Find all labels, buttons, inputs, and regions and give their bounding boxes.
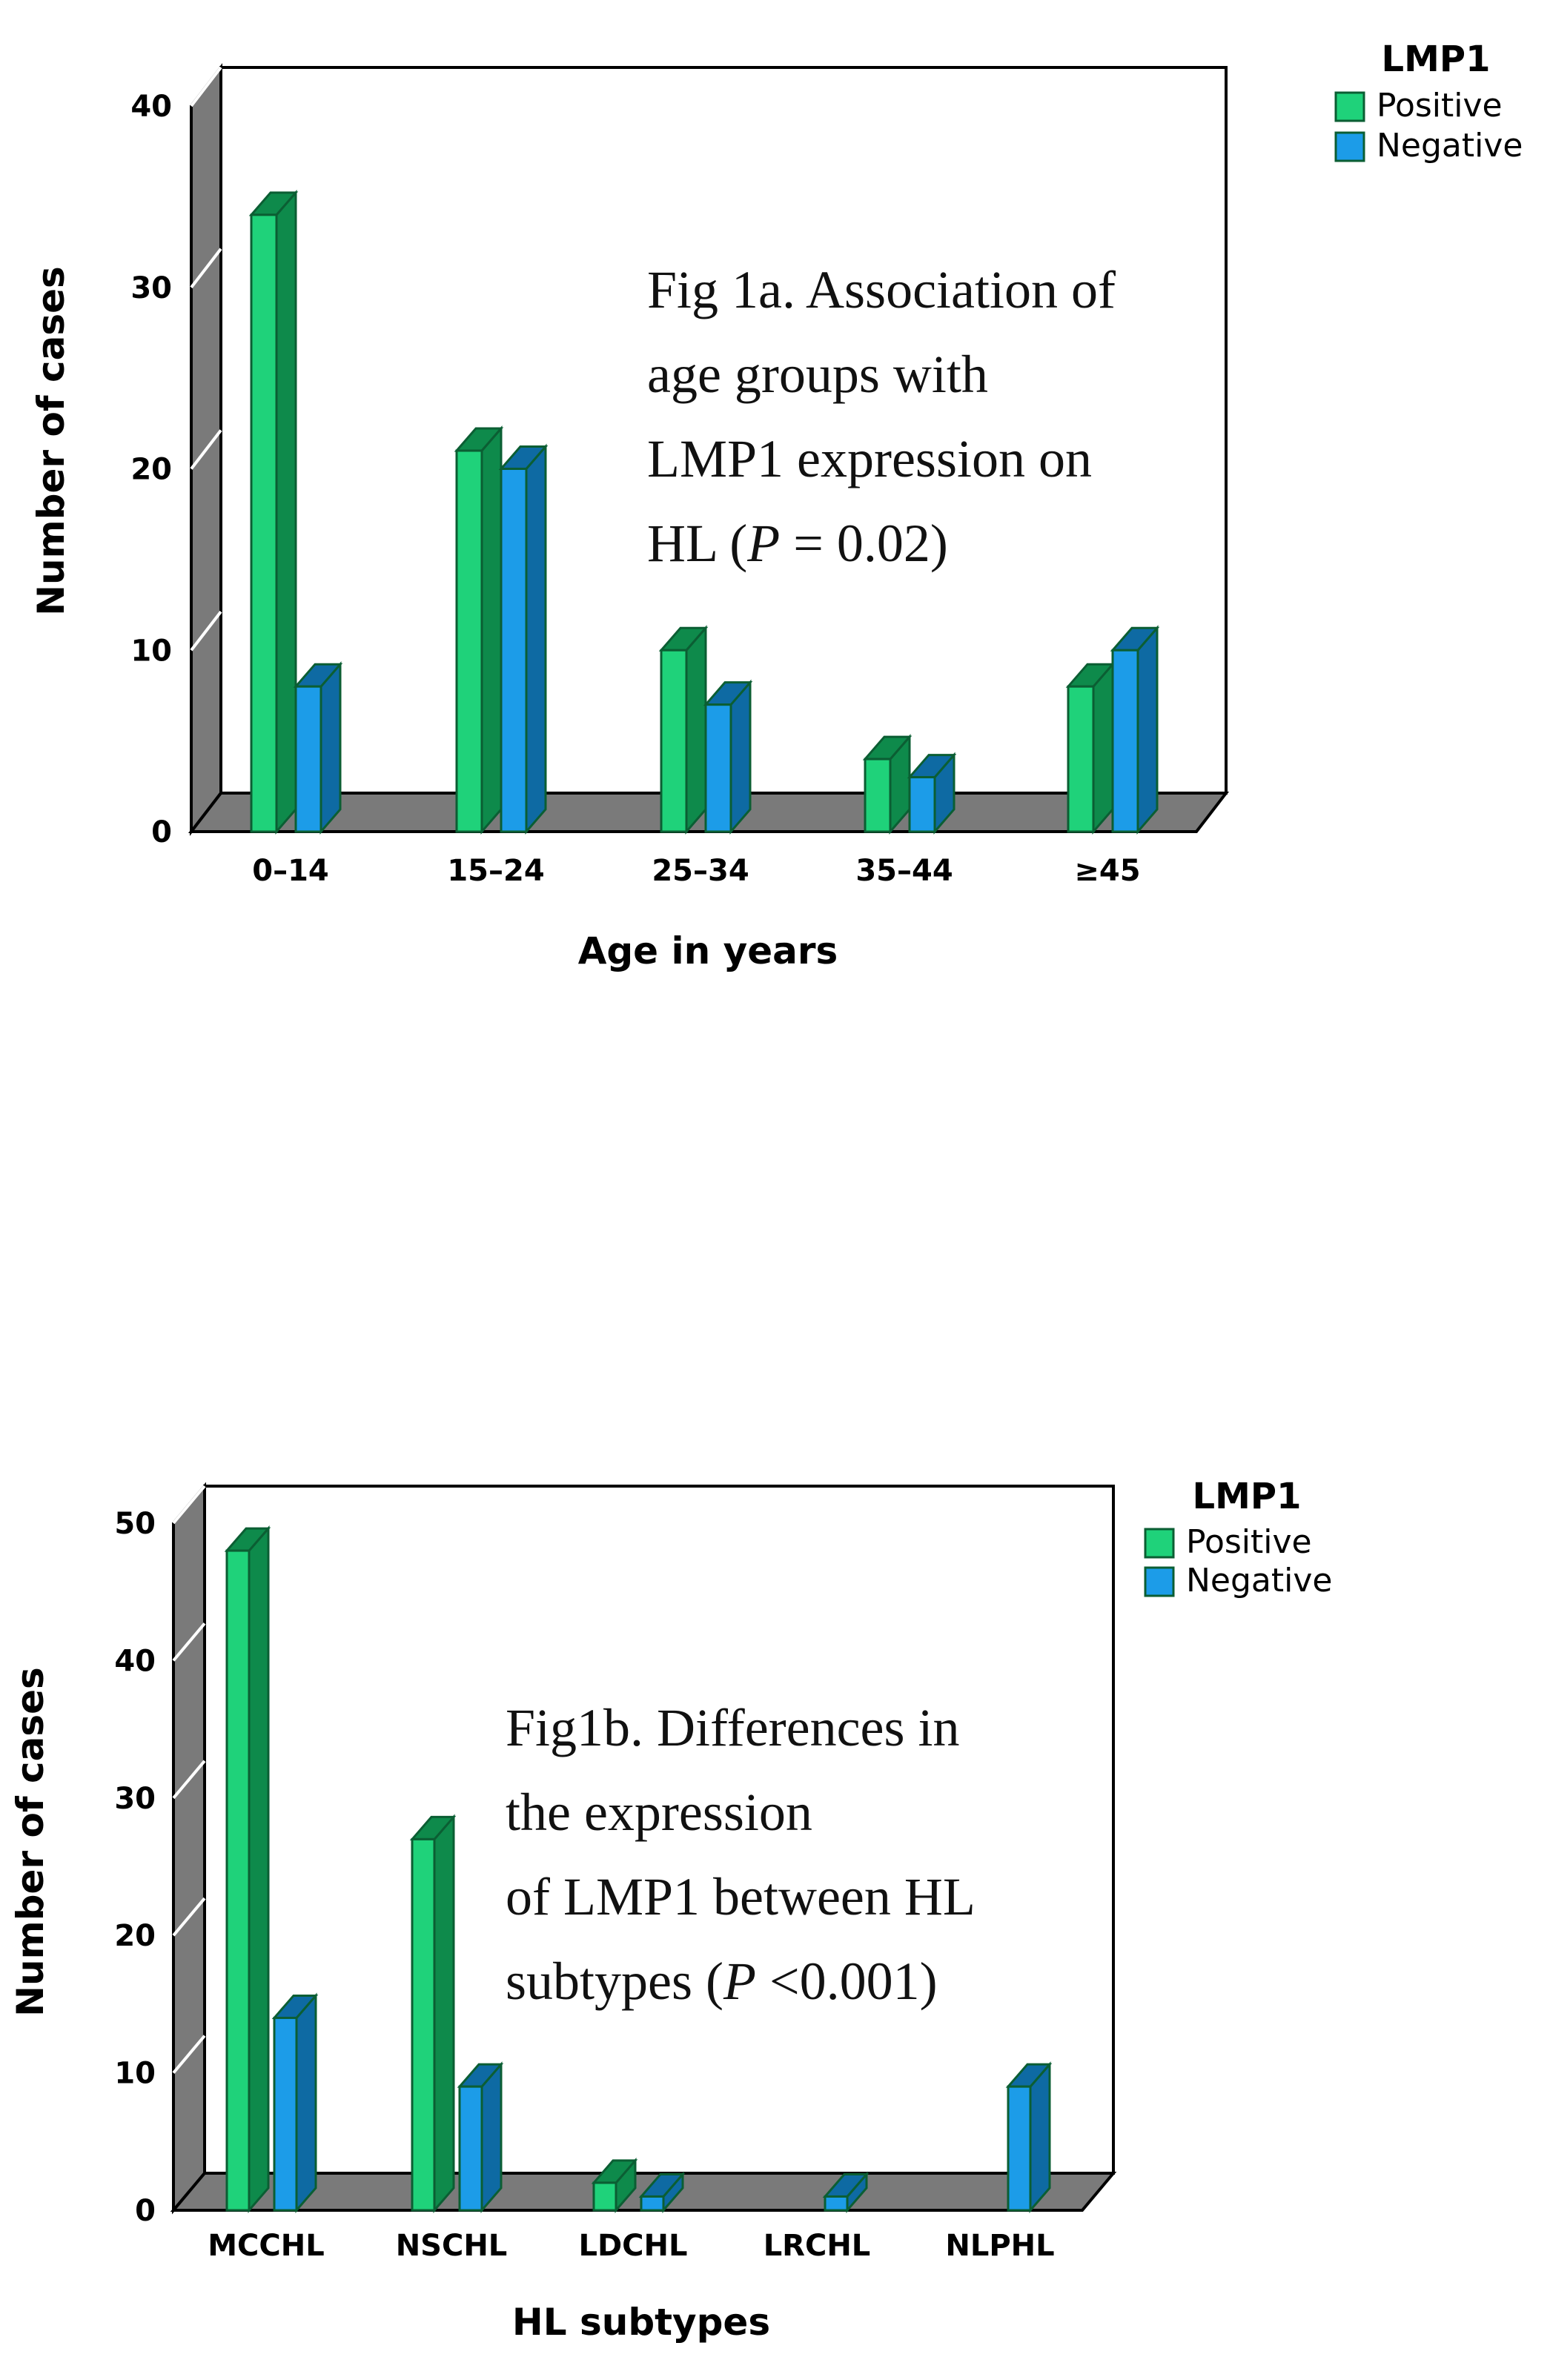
figure-caption: Fig1b. Differences in the expression of LM… (506, 1698, 976, 2011)
bar-negative-4 (1005, 2061, 1053, 2214)
caption-line: HL (P = 0.02) (647, 514, 948, 573)
legend-swatch-negative (1334, 131, 1365, 162)
bar-positive-1 (409, 1814, 457, 2214)
caption-line: the expression (506, 1783, 812, 1842)
bar-positive-2 (591, 2157, 638, 2214)
x-tick-label: 0–14 (252, 854, 329, 888)
bar-negative-1 (498, 443, 549, 835)
legend-label-positive: Positive (1186, 1523, 1312, 1561)
y-axis-title: Number of cases (9, 1667, 52, 2017)
y-tick-label: 20 (130, 453, 172, 487)
x-tick-label: NLPHL (945, 2229, 1054, 2263)
y-gridline (172, 1760, 206, 1800)
y-gridline (172, 1485, 206, 1525)
caption-line: Fig 1a. Association of (647, 260, 1116, 319)
y-tick-label: 0 (135, 2194, 156, 2228)
bar-negative-2 (638, 2171, 686, 2214)
legend-label-positive: Positive (1377, 87, 1503, 125)
x-axis-title: HL subtypes (512, 2301, 770, 2344)
y-tick-label: 40 (114, 1644, 156, 1678)
x-tick-label: LRCHL (764, 2229, 871, 2263)
y-gridline (172, 1622, 206, 1662)
left-wall (172, 1482, 206, 2215)
legend-swatch-negative (1144, 1566, 1175, 1597)
y-tick-label: 30 (130, 271, 172, 305)
x-tick-label: NSCHL (396, 2229, 508, 2263)
back-wall (219, 66, 1228, 795)
bar-positive-2 (658, 625, 709, 835)
floor (170, 2172, 1117, 2212)
legend-swatch-positive (1334, 91, 1365, 122)
x-tick-label: 35–44 (855, 854, 953, 888)
bar-negative-0 (293, 661, 343, 835)
chart-age-groups: 0 10 20 30 40 0–14 15–24 25–34 35–44 ≥45 Age in ye… (30, 39, 1523, 972)
x-axis-title: Age in years (578, 929, 838, 972)
bar-negative-4 (1110, 625, 1160, 835)
y-gridline (172, 1897, 206, 1937)
bar-negative-0 (271, 1992, 319, 2214)
bar-negative-3 (822, 2171, 870, 2214)
figure-caption: Fig 1a. Association of age groups with LMP… (647, 260, 1116, 573)
legend-title: LMP1 (1382, 39, 1491, 80)
x-tick-label: 15–24 (447, 854, 544, 888)
back-wall (203, 1485, 1115, 2175)
bar-positive-3 (862, 734, 913, 835)
y-gridline (190, 429, 222, 470)
chart-hl-subtypes: 0 10 20 30 40 50 MCCHL NSCHL LDCHL LRCHL NLPHL HL s… (9, 1476, 1332, 2344)
bar-negative-3 (907, 752, 957, 835)
legend-swatch-positive (1144, 1528, 1175, 1559)
caption-line: LMP1 expression on (647, 429, 1092, 488)
bar-positive-0 (224, 1525, 271, 2214)
bar-negative-2 (703, 679, 753, 835)
legend-label-negative: Negative (1186, 1562, 1332, 1600)
y-tick-label: 40 (130, 90, 172, 124)
y-tick-label: 10 (114, 2057, 156, 2091)
x-tick-label: MCCHL (208, 2229, 324, 2263)
y-tick-label: 50 (114, 1507, 156, 1541)
caption-line: of LMP1 between HL (506, 1867, 976, 1926)
y-axis-title: Number of cases (30, 266, 73, 616)
caption-line: subtypes (P <0.001) (506, 1952, 938, 2011)
legend-title: LMP1 (1193, 1476, 1302, 1517)
y-gridline (190, 66, 222, 107)
legend-label-negative: Negative (1377, 127, 1523, 165)
bar-positive-4 (1065, 661, 1116, 835)
y-tick-label: 10 (130, 634, 172, 668)
y-gridline (190, 248, 222, 288)
bar-negative-1 (457, 2061, 504, 2214)
caption-line: Fig1b. Differences in (506, 1698, 960, 1757)
y-tick-label: 20 (114, 1919, 156, 1953)
bar-positive-1 (454, 425, 504, 835)
y-tick-label: 0 (151, 815, 172, 849)
x-tick-label: 25–34 (652, 854, 749, 888)
y-gridline (172, 2035, 206, 2074)
x-tick-label: LDCHL (578, 2229, 687, 2263)
x-tick-label: ≥45 (1074, 854, 1140, 888)
y-gridline (190, 611, 222, 652)
y-tick-label: 30 (114, 1782, 156, 1816)
bar-positive-0 (248, 189, 299, 835)
caption-line: age groups with (647, 345, 988, 404)
